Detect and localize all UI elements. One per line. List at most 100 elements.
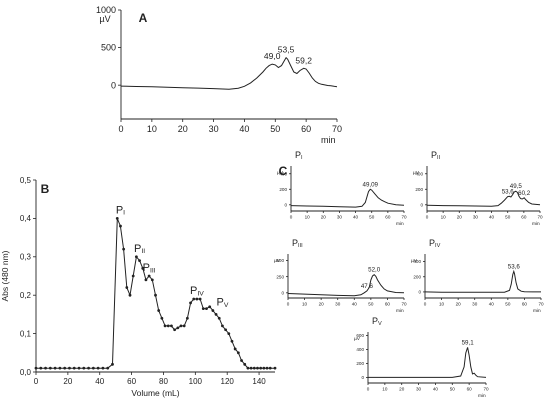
subplot-pi-x-tick-label: 60 [385,215,391,220]
subplot-pv-title-sub: V [378,321,382,327]
panel-b-data-point [265,366,269,370]
panel-b-data-point [82,366,86,370]
subplot-piv-x-unit: min [533,308,541,314]
panel-b-data-point [160,316,164,320]
subplot-piv-x-tick-label: 0 [424,302,427,307]
subplot-pii-x-tick-label: 10 [441,215,447,220]
panel-b-data-point [227,332,231,335]
subplot-pi-peak-label: 49,09 [363,181,379,188]
panel-b-peak-label-base: P [134,243,141,255]
subplot-piv-x-tick-label: 30 [472,302,478,307]
subplot-pii-series-line [426,190,541,207]
subplot-piv-y-tick-label: 400 [413,259,421,264]
panel-b-data-point [125,286,129,289]
subplot-piii-y-tick-label: 500 [276,258,284,263]
panel-b-data-point [217,316,221,320]
panel-b-x-tick-label: 120 [221,377,235,386]
subplot-pii-x-tick-label: 40 [489,215,495,220]
subplot-pi-title-base: P [295,150,301,160]
subplot-pv-peak-label: 59,1 [462,339,475,346]
subplot-pv-y-tick-label: 200 [356,361,364,366]
subplot-piii-peak-label: 47,6 [361,283,374,290]
subplot-pv-x-tick-label: 20 [399,387,405,392]
panel-a-x-tick-label: 30 [209,124,219,134]
panel-b-x-tick-label: 60 [127,377,136,386]
panel-a-x-unit: min [321,135,336,145]
panel-b-data-point [138,259,141,263]
panel-b-data-point [87,366,90,370]
panel-b-y-axis-label: Abs (480 nm) [0,250,10,301]
panel-b-peak-label-sub: III [150,267,156,274]
subplot-piv-peak-label: 53,6 [508,263,521,270]
subplot-pi-title-sub: I [301,155,303,161]
subplot-pi-series-line [290,188,405,208]
subplot-pv-y-tick-label: 600 [356,333,364,338]
panel-b-data-point [144,278,148,282]
panel-b-data-point [44,366,47,370]
subplot-pii-y-tick-label: 200 [415,187,423,192]
subplot-piii-y-tick-label: 250 [276,274,284,279]
panel-b-peak-label-base: P [216,297,223,309]
subplot-piii-panel: 0 10 20 30 40 50 60 70 500 250 0 47,6 52,0 µV min [274,254,407,314]
subplot-piv-x-tick-label: 20 [456,302,462,307]
subplot-piv-title-base: P [429,238,435,248]
panel-b-data-point [53,366,57,370]
panel-b-x-tick-label: 40 [95,377,104,386]
panel-b-data-point [72,366,76,370]
subplot-pii-x-tick-label: 0 [426,215,429,220]
subplot-pi-x-unit: min [396,221,404,227]
panel-b-data-point [68,366,71,370]
panel-b-data-point [214,313,218,316]
panel-a-x-tick-label: 70 [332,124,342,134]
panel-b-data-point [221,324,224,328]
subplot-pii-x-tick-label: 60 [521,215,527,220]
panel-b-data-point [252,366,256,370]
panel-b-peak-label: PII [134,243,145,255]
subplot-piii-x-tick-label: 70 [401,302,407,307]
subplot-piii-x-tick-label: 0 [287,302,290,307]
panel-b-data-point [185,316,189,320]
subplot-pi-y-tick-label: 200 [279,187,287,192]
subplot-pi-y-unit: µV [277,170,284,176]
panel-b-data-point [63,366,67,370]
panel-b-y-tick-label: 0,2 [20,291,32,300]
panel-b-peak-label: PIII [143,262,156,274]
subplot-piv-y-unit: µV [411,258,418,264]
subplot-pv-x-tick-label: 40 [433,387,439,392]
panel-b-data-point [106,366,110,370]
panel-b-data-point [189,301,192,305]
panel-b-peak-label-sub: IV [197,290,204,297]
subplot-pii-y-tick-label: 0 [420,202,423,207]
subplot-pi-x-tick-label: 20 [321,215,327,220]
panel-b-data-point [170,324,173,328]
panel-a-peak-label: 59,2 [295,55,312,65]
panel-a-label: A [139,11,148,25]
subplot-pii-x-tick-label: 50 [505,215,511,220]
panel-b-peak-label: PIV [190,285,204,297]
panel-b-x-tick-label: 80 [159,377,168,386]
panel-b-data-point [150,278,154,282]
subplot-piii-x-tick-label: 30 [335,302,341,307]
subplot-pv-x-tick-label: 10 [382,387,388,392]
panel-b-data-point [111,362,114,366]
subplot-pii-title-base: P [431,150,437,160]
panel-b-data-point [243,362,247,366]
subplot-piii-title: PIII [292,238,303,249]
panel-b-data-point [176,326,180,330]
subplot-pii-y-unit: µV [413,170,420,176]
subplot-piv-panel: 0 10 20 30 40 50 60 70 400 200 0 53,6 µV min [411,254,544,314]
panel-b-data-point [273,366,277,370]
subplot-pv-y-unit: µV [354,336,361,342]
panel-b-data-point [259,366,263,370]
subplot-pi-x-tick-label: 70 [401,215,407,220]
subplot-pii-title-sub: II [437,155,441,161]
panel-b-y-tick-label: 0,4 [20,214,32,223]
panel-b-peak-label-sub: II [141,248,145,255]
panel-b-data-point [208,305,212,309]
panel-b-data-point [240,359,243,362]
panel-b-x-tick-label: 140 [252,377,266,386]
subplot-pii-peak-label: 60,2 [518,190,531,197]
panel-b-data-point [233,347,237,351]
panel-a-y-tick-label: 0 [111,80,116,90]
panel-b-data-point [179,324,183,328]
